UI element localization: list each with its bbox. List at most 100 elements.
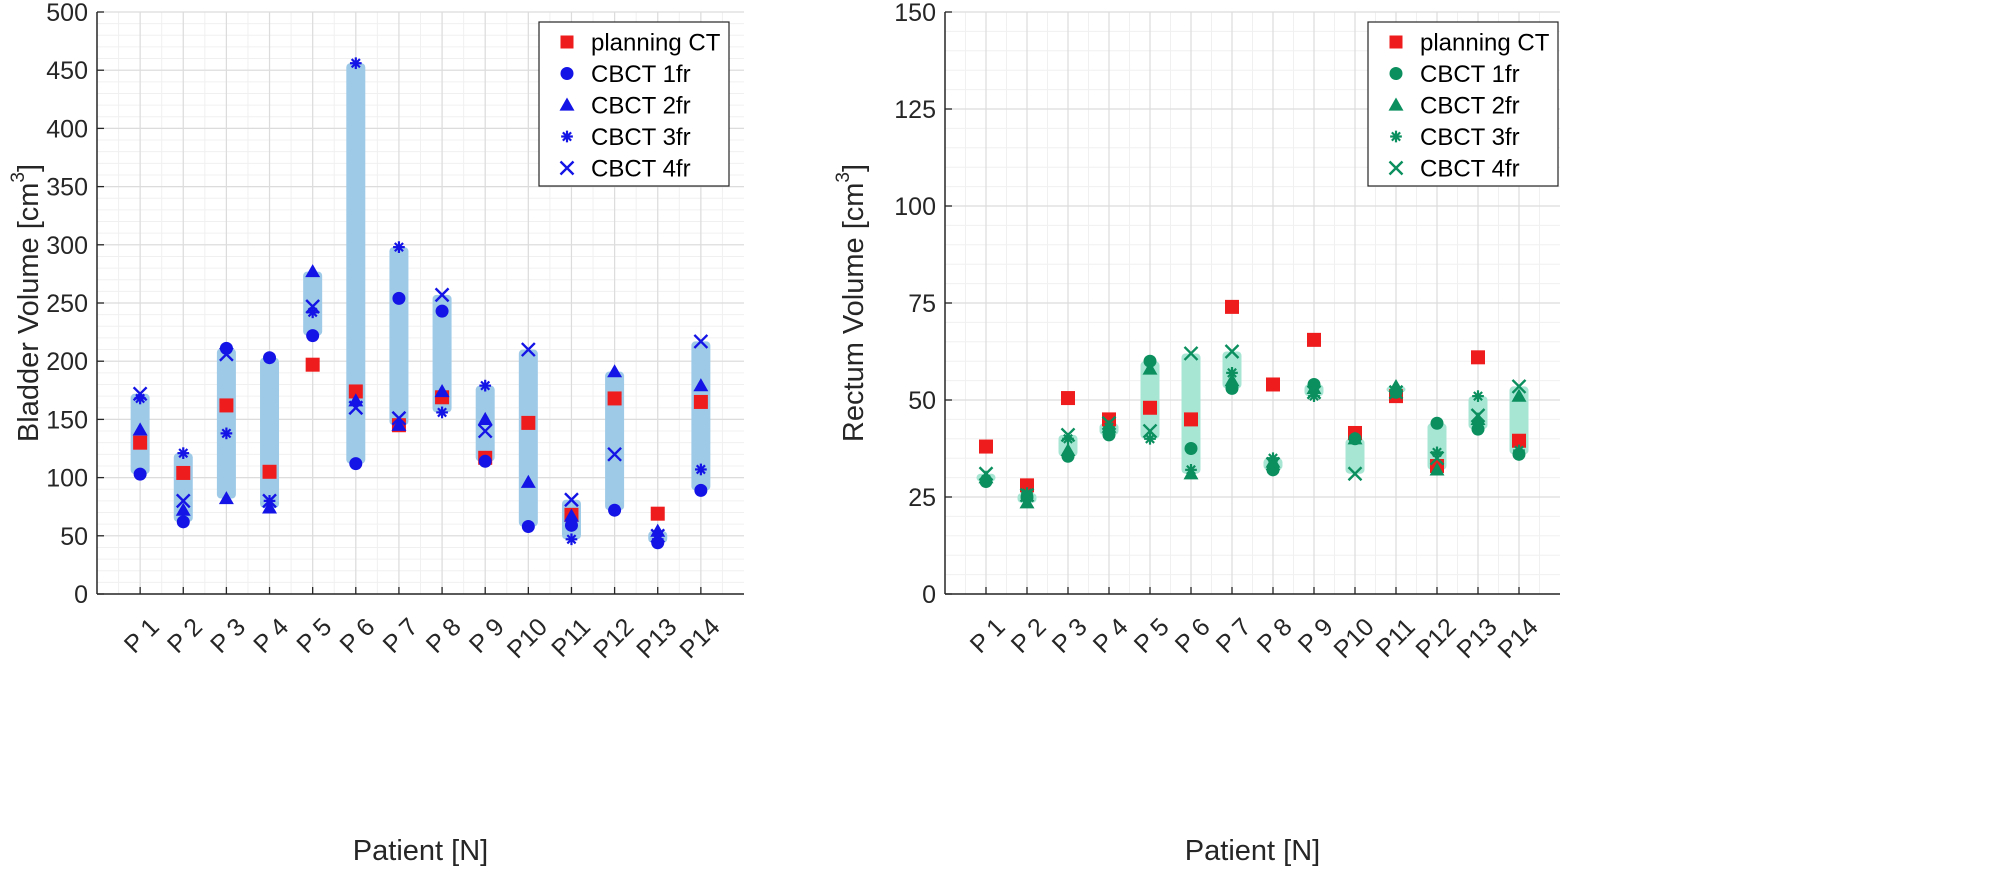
- rectum-point-cbct-3fr: [1431, 446, 1443, 459]
- bladder-point-cbct-2fr: [477, 411, 493, 426]
- bladder-point-cbct-2fr: [520, 474, 536, 488]
- rectum-point-cbct-4fr: [1265, 456, 1281, 472]
- bladder-y-tick-label: 200: [46, 348, 88, 376]
- bladder-point-cbct-1fr: [133, 467, 147, 481]
- bladder-point-cbct-4fr: [348, 400, 364, 416]
- bladder-point-cbct-4fr: [219, 346, 234, 362]
- rectum-point-cbct-2fr: [1060, 442, 1076, 457]
- rectum-point-cbct-3fr: [1349, 432, 1361, 445]
- bladder-y-tick-label: 150: [46, 406, 88, 434]
- bladder-legend-label: planning CT: [591, 30, 721, 57]
- bladder-point-cbct-4fr: [650, 528, 666, 544]
- rectum-legend-label: CBCT 3fr: [1420, 124, 1520, 151]
- bladder-point-cbct-1fr: [392, 291, 406, 305]
- rectum-y-axis-title-close: ]: [838, 164, 870, 172]
- bladder-point-planning-ct: [521, 415, 536, 430]
- rectum-point-cbct-1fr: [1184, 442, 1198, 455]
- rectum-point-cbct-1fr: [1430, 416, 1444, 430]
- bladder-legend-marker: [559, 160, 575, 176]
- bladder-point-cbct-1fr: [435, 304, 449, 318]
- rectum-x-axis-title: Patient [N]: [1185, 835, 1320, 867]
- bladder-point-cbct-1fr: [349, 457, 363, 471]
- bladder-point-planning-ct: [176, 465, 191, 480]
- rectum-point-cbct-4fr: [1429, 450, 1445, 466]
- rectum-point-cbct-4fr: [1183, 346, 1199, 361]
- rectum-legend-marker: [1388, 160, 1404, 176]
- bladder-point-cbct-3fr: [393, 241, 405, 253]
- bladder-point-cbct-3fr: [177, 447, 190, 460]
- rectum-point-cbct-3fr: [1021, 487, 1033, 499]
- rectum-legend-marker: [1389, 67, 1403, 80]
- rectum-point-cbct-2fr: [1511, 388, 1527, 402]
- bladder-legend-label: CBCT 2fr: [591, 93, 691, 120]
- rectum-point-cbct-3fr: [1185, 463, 1197, 476]
- bladder-point-cbct-2fr: [563, 508, 579, 522]
- rectum-legend-marker: [1389, 35, 1403, 49]
- rectum-y-tick-label: 100: [894, 193, 936, 221]
- bladder-y-tick-label: 450: [46, 57, 88, 85]
- bladder-point-cbct-4fr: [132, 386, 148, 402]
- rectum-point-cbct-4fr: [1511, 379, 1527, 394]
- bladder-range-bar: [303, 271, 323, 336]
- rectum-point-cbct-2fr: [1142, 361, 1158, 375]
- bladder-y-tick-label: 100: [46, 465, 88, 493]
- rectum-legend-label: CBCT 1fr: [1420, 61, 1520, 88]
- bladder-point-cbct-2fr: [693, 378, 709, 392]
- rectum-point-planning-ct: [1225, 299, 1239, 314]
- bladder-legend-marker: [560, 35, 574, 49]
- bladder-point-cbct-4fr: [175, 493, 191, 509]
- bladder-point-cbct-1fr: [306, 329, 320, 343]
- bladder-point-cbct-3fr: [522, 520, 535, 533]
- rectum-y-axis-title-main: Rectum Volume [cm: [838, 183, 870, 442]
- rectum-point-cbct-3fr: [1472, 390, 1484, 402]
- rectum-legend-marker: [1388, 97, 1404, 111]
- bladder-y-tick-label: 0: [74, 581, 88, 609]
- bladder-point-cbct-3fr: [565, 533, 578, 546]
- bladder-point-cbct-1fr: [176, 515, 190, 529]
- rectum-point-cbct-4fr: [1101, 415, 1117, 431]
- bladder-point-cbct-3fr: [349, 57, 362, 70]
- rectum-point-cbct-2fr: [1470, 411, 1486, 426]
- rectum-point-cbct-4fr: [1306, 384, 1322, 400]
- rectum-point-cbct-4fr: [1388, 384, 1404, 400]
- bladder-point-cbct-3fr: [479, 379, 492, 392]
- rectum-point-cbct-3fr: [1513, 444, 1525, 457]
- rectum-point-planning-ct: [1143, 400, 1157, 415]
- bladder-point-planning-ct: [650, 506, 665, 521]
- bladder-y-axis-title: Bladder Volume [cm3]: [8, 164, 45, 442]
- rectum-point-planning-ct: [1471, 350, 1485, 365]
- rectum-y-tick-label: 50: [908, 387, 936, 415]
- bladder-y-tick-label: 300: [46, 232, 88, 260]
- rectum-point-cbct-2fr: [1306, 380, 1322, 394]
- bladder-point-planning-ct: [219, 398, 234, 413]
- bladder-point-cbct-4fr: [305, 299, 321, 314]
- bladder-range-bar: [260, 357, 280, 508]
- rectum-y-axis-title-sup: 3: [833, 172, 854, 183]
- rectum-legend-marker: [1390, 130, 1402, 143]
- bladder-legend-label: CBCT 4fr: [591, 156, 691, 183]
- bladder-point-cbct-4fr: [434, 287, 450, 303]
- bladder-y-tick-label: 350: [46, 174, 88, 202]
- rectum-y-axis-title: Rectum Volume [cm3]: [833, 164, 870, 442]
- bladder-point-cbct-2fr: [218, 491, 234, 505]
- bladder-point-cbct-2fr: [305, 264, 321, 278]
- rectum-point-cbct-3fr: [1226, 366, 1238, 379]
- rectum-point-cbct-2fr: [1019, 495, 1035, 509]
- rectum-point-planning-ct: [1061, 391, 1075, 406]
- bladder-point-cbct-4fr: [477, 423, 493, 439]
- bladder-range-bar: [389, 247, 409, 426]
- rectum-y-tick-label: 150: [894, 0, 936, 27]
- bladder-legend-marker: [560, 67, 574, 80]
- rectum-point-cbct-4fr: [1470, 408, 1486, 423]
- rectum-point-cbct-4fr: [1142, 423, 1158, 439]
- rectum-point-planning-ct: [1512, 433, 1526, 448]
- rectum-range-bar: [1140, 361, 1160, 439]
- bladder-point-cbct-1fr: [263, 351, 277, 365]
- bladder-point-cbct-2fr: [175, 502, 191, 516]
- bladder-legend-label: CBCT 1fr: [591, 61, 691, 88]
- rectum-point-planning-ct: [1184, 412, 1198, 427]
- rectum-point-planning-ct: [1266, 377, 1280, 392]
